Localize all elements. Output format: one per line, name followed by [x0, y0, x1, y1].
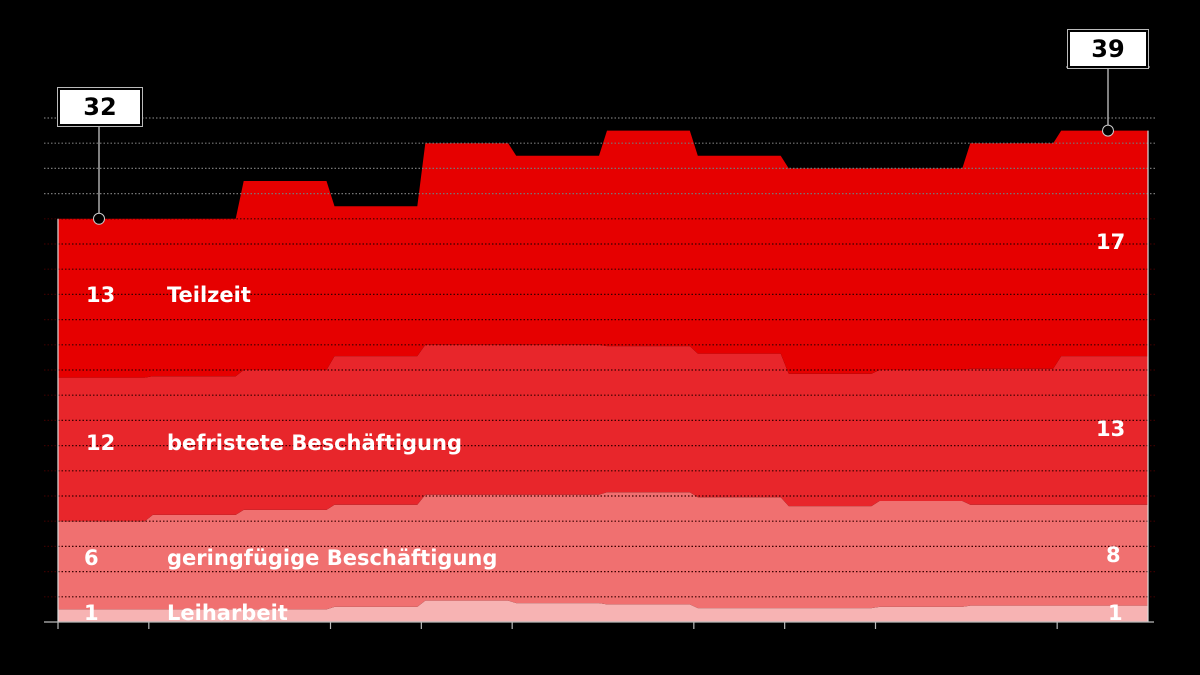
start-value-leiharbeit: 1 [84, 601, 99, 625]
area-teilzeit [58, 130, 1148, 378]
start-total-callout: 32 [57, 87, 143, 127]
series-label-geringfuegig: geringfügige Beschäftigung [167, 546, 498, 570]
axes [44, 130, 1154, 629]
end-value-teilzeit: 17 [1096, 230, 1126, 254]
end-value-leiharbeit: 1 [1108, 601, 1123, 625]
end-value-geringfuegig: 8 [1106, 543, 1121, 567]
end-value-befristet: 13 [1096, 417, 1126, 441]
series-label-befristet: befristete Beschäftigung [167, 431, 462, 455]
start-value-geringfuegig: 6 [84, 546, 99, 570]
area-geringf-gige-besch-ftigung [58, 492, 1148, 610]
start-value-teilzeit: 13 [86, 283, 116, 307]
callout-dot-icon [93, 212, 105, 225]
callout-dot-icon [1102, 124, 1114, 137]
series-label-teilzeit: Teilzeit [167, 283, 251, 307]
start-value-befristet: 12 [86, 431, 116, 455]
end-total-callout: 39 [1067, 29, 1149, 69]
area-leiharbeit [58, 600, 1148, 622]
area-befristete-besch-ftigung [58, 344, 1148, 522]
series-label-leiharbeit: Leiharbeit [167, 601, 288, 625]
area-layers [58, 130, 1148, 622]
